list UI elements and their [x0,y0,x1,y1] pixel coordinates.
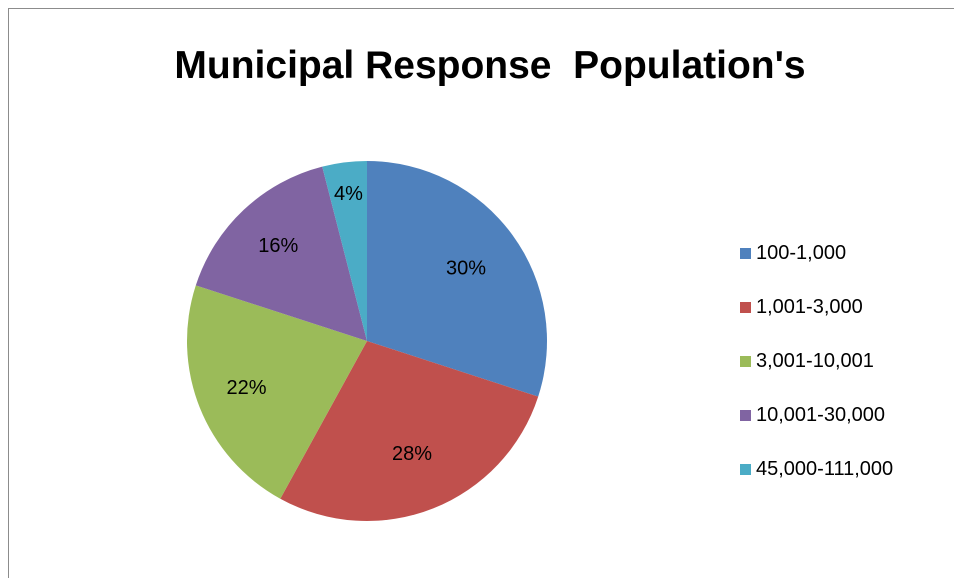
legend-label-5: 45,000-111,000 [756,457,894,480]
pie-slice-4 [195,166,367,341]
legend-swatch-2 [740,301,751,313]
pie-slice-3 [187,285,367,499]
data-label-4: 16% [258,235,298,257]
legend-item-5: 45,000-111,000 [740,442,893,496]
chart-legend: 100-1,000 1,001-3,000 3,001-10,001 10,001-3… [740,226,893,496]
legend-swatch-4 [740,409,751,421]
legend-swatch-1 [740,247,751,259]
pie-slice-5 [322,161,367,341]
pie-slice-1 [367,161,547,397]
legend-item-4: 10,001-30,000 [740,388,893,442]
data-label-1: 30% [446,257,486,279]
chart-frame [8,8,954,578]
legend-label-2: 1,001-3,000 [756,295,863,318]
chart-title: Municipal Response Population's [174,44,806,87]
legend-swatch-3 [740,355,751,367]
pie-slice-2 [280,341,539,522]
legend-label-1: 100-1,000 [756,241,847,264]
data-label-5: 4% [334,183,363,205]
legend-item-1: 100-1,000 [740,226,893,280]
legend-item-2: 1,001-3,000 [740,280,893,334]
legend-label-3: 3,001-10,001 [756,349,874,372]
data-label-3: 22% [226,377,266,399]
legend-swatch-5 [740,463,751,475]
data-label-2: 28% [392,443,432,465]
legend-item-3: 3,001-10,001 [740,334,893,388]
legend-label-4: 10,001-30,000 [756,403,886,426]
